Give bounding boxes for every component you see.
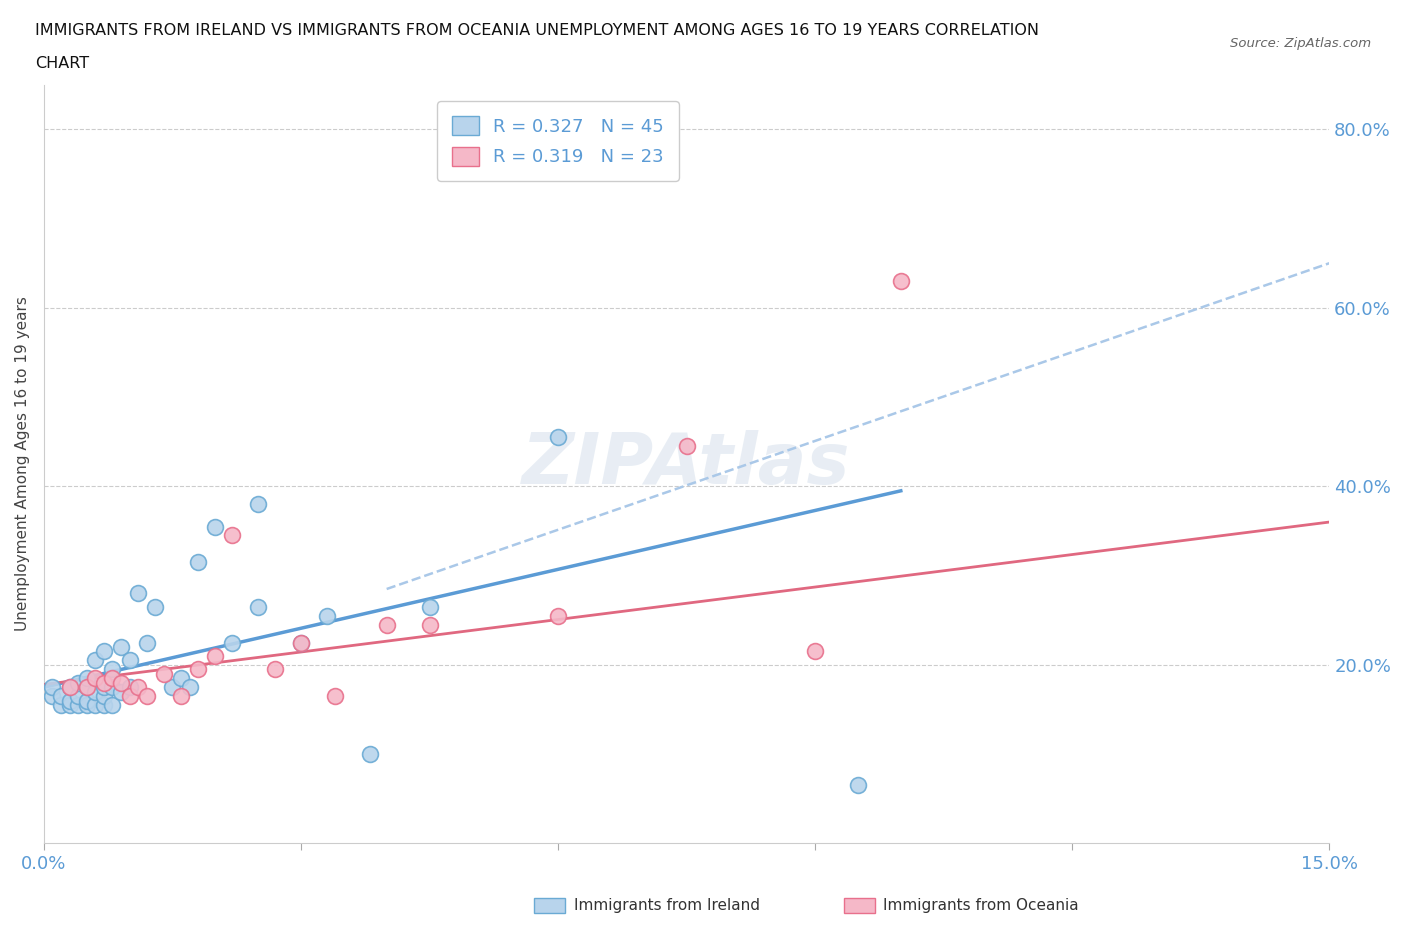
Point: [675, 439, 697, 454]
Point: [418, 600, 440, 615]
Text: Source: ZipAtlas.com: Source: ZipAtlas.com: [1230, 37, 1371, 50]
Text: IMMIGRANTS FROM IRELAND VS IMMIGRANTS FROM OCEANIA UNEMPLOYMENT AMONG AGES 16 TO: IMMIGRANTS FROM IRELAND VS IMMIGRANTS FR…: [35, 23, 1039, 38]
Point: [118, 680, 141, 695]
Point: [264, 662, 287, 677]
Point: [49, 698, 72, 712]
Point: [323, 688, 346, 703]
Point: [290, 635, 312, 650]
Point: [41, 680, 63, 695]
Point: [221, 635, 243, 650]
Y-axis label: Unemployment Among Ages 16 to 19 years: Unemployment Among Ages 16 to 19 years: [15, 297, 30, 631]
Point: [76, 698, 98, 712]
Point: [101, 698, 124, 712]
Point: [93, 680, 115, 695]
Point: [204, 519, 226, 534]
Point: [170, 671, 193, 685]
Point: [84, 653, 107, 668]
Point: [84, 671, 107, 685]
Point: [247, 497, 270, 512]
Point: [143, 600, 166, 615]
Point: [67, 675, 90, 690]
Point: [187, 662, 209, 677]
Legend: R = 0.327   N = 45, R = 0.319   N = 23: R = 0.327 N = 45, R = 0.319 N = 23: [437, 101, 679, 180]
Point: [153, 666, 176, 681]
Point: [118, 688, 141, 703]
Point: [49, 688, 72, 703]
Text: Immigrants from Ireland: Immigrants from Ireland: [574, 898, 759, 913]
Point: [101, 662, 124, 677]
Point: [76, 680, 98, 695]
Point: [547, 430, 569, 445]
Point: [135, 688, 157, 703]
Point: [58, 698, 80, 712]
Point: [179, 680, 201, 695]
Point: [290, 635, 312, 650]
Point: [135, 635, 157, 650]
Point: [93, 698, 115, 712]
Point: [110, 684, 132, 699]
Text: Immigrants from Oceania: Immigrants from Oceania: [883, 898, 1078, 913]
Point: [58, 680, 80, 695]
Point: [804, 644, 827, 658]
Point: [187, 555, 209, 570]
Point: [93, 675, 115, 690]
Point: [76, 680, 98, 695]
Point: [127, 586, 149, 601]
Point: [547, 608, 569, 623]
Point: [375, 618, 398, 632]
Point: [93, 644, 115, 658]
Point: [58, 693, 80, 708]
Point: [127, 680, 149, 695]
Point: [247, 600, 270, 615]
Point: [118, 653, 141, 668]
Point: [162, 680, 184, 695]
Point: [76, 671, 98, 685]
Text: ZIPAtlas: ZIPAtlas: [522, 430, 851, 498]
Point: [221, 528, 243, 543]
Point: [58, 680, 80, 695]
Point: [359, 747, 381, 762]
Point: [41, 688, 63, 703]
Point: [418, 618, 440, 632]
Point: [101, 671, 124, 685]
Point: [84, 684, 107, 699]
Point: [101, 680, 124, 695]
Point: [67, 688, 90, 703]
Point: [84, 698, 107, 712]
Point: [67, 698, 90, 712]
Point: [890, 273, 912, 288]
Point: [76, 693, 98, 708]
Point: [110, 675, 132, 690]
Point: [93, 688, 115, 703]
Point: [110, 640, 132, 655]
Text: CHART: CHART: [35, 56, 89, 71]
Point: [315, 608, 337, 623]
Point: [846, 777, 869, 792]
Point: [170, 688, 193, 703]
Point: [204, 648, 226, 663]
